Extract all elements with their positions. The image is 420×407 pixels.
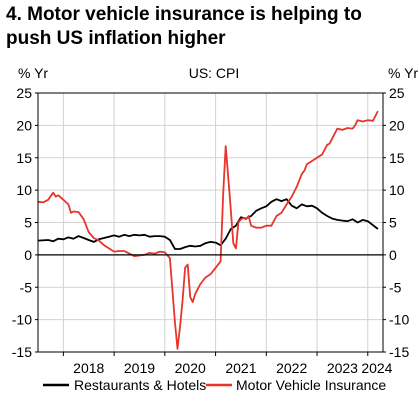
chart-title-line-2: push US inflation higher xyxy=(6,28,226,49)
chart-title-line-1: 4. Motor vehicle insurance is helping to xyxy=(6,4,362,25)
y-tick-label-right: 10 xyxy=(389,182,405,198)
x-tick-label: 2020 xyxy=(175,360,206,376)
y-tick-label-left: 5 xyxy=(24,215,32,231)
x-tick-label: 2023 xyxy=(327,360,358,376)
y-tick-label-right: 0 xyxy=(389,247,397,263)
x-tick-label: 2019 xyxy=(124,360,155,376)
series-line-motor-vehicle-insurance xyxy=(37,110,379,350)
y-tick-label-right: -5 xyxy=(389,279,402,295)
y-tick-label-left: 10 xyxy=(16,182,32,198)
y-axis-label-right: % Yr xyxy=(388,65,418,81)
y-tick-label-left: 15 xyxy=(16,150,32,166)
x-tick-label: 2018 xyxy=(73,360,104,376)
y-axis-label-left: % Yr xyxy=(18,65,48,81)
y-tick-label-right: 25 xyxy=(389,85,405,101)
legend-label: Restaurants & Hotels xyxy=(74,377,206,393)
y-tick-label-left: -10 xyxy=(12,312,32,328)
chart-title: 4. Motor vehicle insurance is helping to… xyxy=(6,3,416,51)
y-tick-label-right: -10 xyxy=(389,312,409,328)
x-tick-label: 2022 xyxy=(276,360,307,376)
y-tick-label-right: -15 xyxy=(389,344,409,360)
gridlines xyxy=(38,92,383,353)
y-tick-label-right: 5 xyxy=(389,215,397,231)
y-tick-label-left: 0 xyxy=(24,247,32,263)
y-tick-label-left: 20 xyxy=(16,117,32,133)
chart-subtitle: US: CPI xyxy=(189,65,240,81)
y-tick-label-left: -5 xyxy=(20,279,33,295)
legend: Restaurants & Hotels Motor Vehicle Insura… xyxy=(43,377,386,393)
series-line-restaurants-hotels xyxy=(37,198,379,250)
y-tick-label-right: 15 xyxy=(389,150,405,166)
y-tick-label-left: 25 xyxy=(16,85,32,101)
series-layer xyxy=(37,110,379,350)
y-tick-label-right: 20 xyxy=(389,117,405,133)
legend-label: Motor Vehicle Insurance xyxy=(236,377,386,393)
plot-frame xyxy=(37,92,384,353)
x-tick-label: 2024 xyxy=(361,360,392,376)
x-tick-label: 2021 xyxy=(225,360,256,376)
y-tick-label-left: -15 xyxy=(12,344,32,360)
